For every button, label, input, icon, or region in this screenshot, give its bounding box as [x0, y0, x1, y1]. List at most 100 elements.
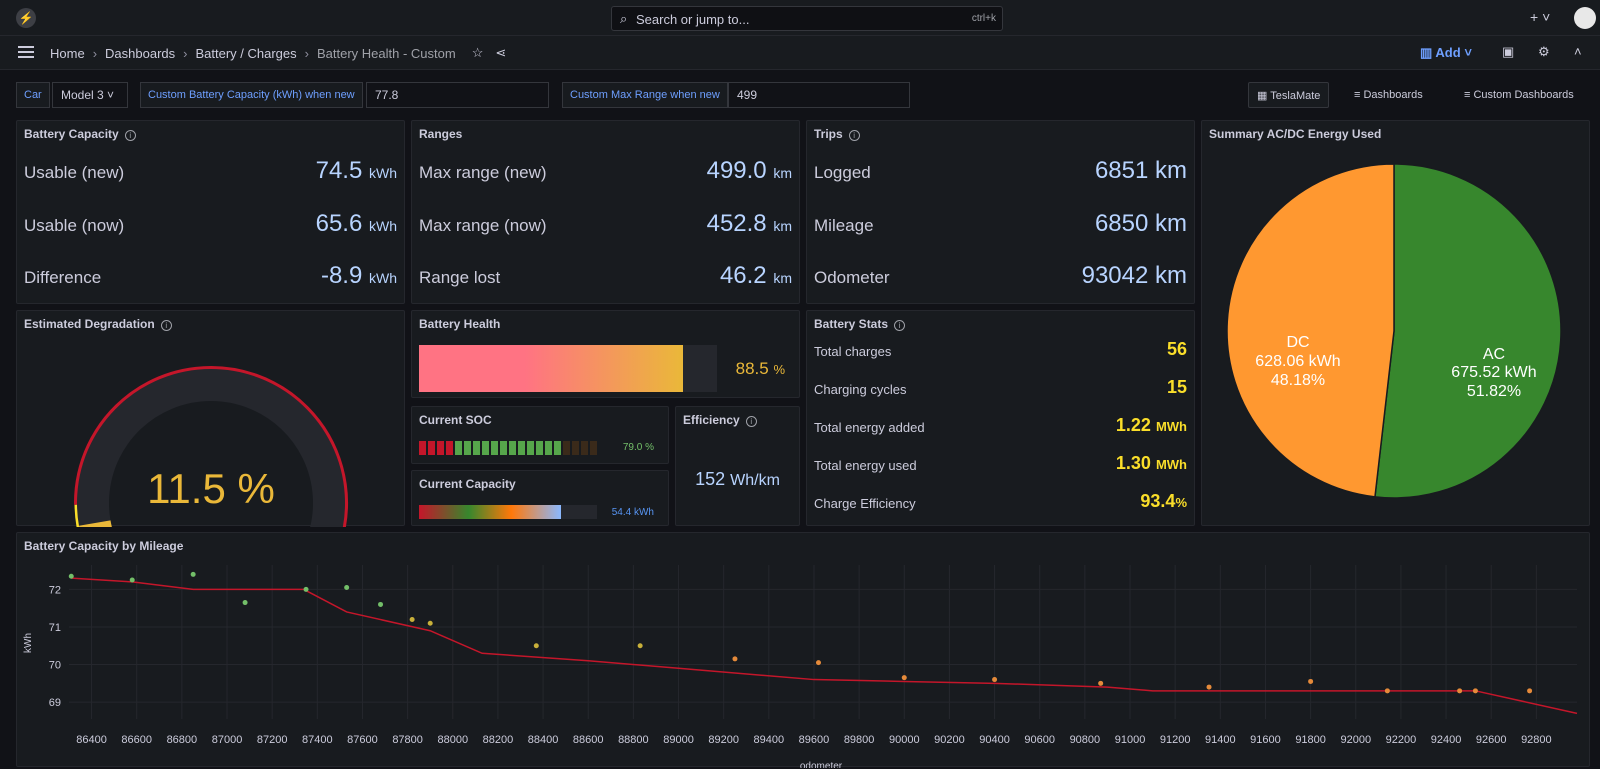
stat-label: Logged: [814, 163, 871, 182]
breadcrumb-dashboards[interactable]: Dashboards: [105, 45, 176, 61]
soc-cell: [545, 441, 552, 455]
stat-value: 93.4%: [1140, 491, 1187, 511]
breadcrumb-home[interactable]: Home: [50, 45, 85, 61]
stat-label: Total charges: [814, 344, 892, 359]
data-point[interactable]: [1527, 688, 1533, 694]
data-point[interactable]: [344, 585, 350, 591]
stat-row: Total charges 56: [814, 337, 1187, 367]
new-menu-button[interactable]: + ˅: [1530, 9, 1551, 25]
custom-dashboards-link[interactable]: ≡ Custom Dashboards: [1456, 82, 1582, 108]
stat-row: Max range (new) 499.0 km: [419, 153, 792, 193]
stat-row: Usable (now) 65.6 kWh: [24, 206, 397, 246]
soc-cell: [428, 441, 435, 455]
data-point[interactable]: [637, 643, 643, 649]
data-point[interactable]: [427, 620, 433, 626]
current-capacity-panel: Current Capacity 54.4 kWh: [411, 470, 669, 526]
menu-icon[interactable]: [18, 46, 34, 58]
share-icon[interactable]: ⋖: [495, 45, 507, 60]
panel-title: Current Capacity: [419, 477, 516, 491]
teslamate-link[interactable]: ▦ TeslaMate: [1248, 82, 1330, 108]
current-soc-panel: Current SOC 79.0 %: [411, 406, 669, 464]
health-bar-track: [419, 345, 717, 392]
efficiency-value: 152 Wh/km: [695, 469, 780, 489]
data-point[interactable]: [409, 616, 415, 622]
breadcrumb-folder[interactable]: Battery / Charges: [195, 45, 297, 61]
soc-cell: [437, 441, 444, 455]
gauge-fill: [78, 519, 112, 527]
panel-title: Battery Health: [419, 317, 501, 331]
data-point[interactable]: [533, 643, 539, 649]
data-point[interactable]: [901, 675, 907, 681]
chevron-up-icon[interactable]: ˄: [1574, 44, 1582, 59]
stat-value: 93042 km: [1081, 262, 1187, 289]
stat-value: 46.2 km: [719, 262, 792, 289]
x-tick-label: 89600: [799, 734, 830, 746]
trips-panel: Trips i Logged 6851 km Mileage 6850 km Od…: [806, 120, 1195, 304]
data-point[interactable]: [1098, 680, 1104, 686]
y-axis-ticks: 69 70 71 72: [49, 584, 61, 709]
stat-row: Total energy added 1.22 MWh: [814, 413, 1187, 443]
data-point[interactable]: [1472, 688, 1478, 694]
x-tick-label: 92800: [1521, 734, 1552, 746]
x-tick-label: 88600: [573, 734, 604, 746]
add-button[interactable]: ▥ Add ˅: [1420, 45, 1472, 61]
range-input[interactable]: 499: [728, 82, 910, 108]
pie-label-ac-value: 675.52 kWh: [1451, 364, 1536, 381]
data-point[interactable]: [303, 586, 309, 592]
data-point[interactable]: [1457, 688, 1463, 694]
list-icon: ≡: [1464, 89, 1474, 101]
stat-value: 499.0 km: [706, 157, 792, 184]
pie-slice-ac[interactable]: [1374, 163, 1562, 499]
car-select[interactable]: Model 3 ˅: [52, 82, 128, 108]
capacity-by-mileage-panel: Battery Capacity by Mileage 86400 86600 86…: [16, 532, 1590, 768]
data-point[interactable]: [378, 601, 384, 607]
ranges-panel: Ranges Max range (new) 499.0 km Max rang…: [411, 120, 800, 304]
avatar[interactable]: [1574, 7, 1596, 29]
capacity-input[interactable]: 77.8: [366, 82, 549, 108]
panel-title: Ranges: [419, 127, 463, 141]
x-tick-label: 88400: [528, 734, 559, 746]
x-tick-label: 87000: [212, 734, 243, 746]
soc-cell: [509, 441, 516, 455]
dashboards-link[interactable]: ≡ Dashboards: [1346, 82, 1431, 108]
data-point[interactable]: [129, 577, 135, 583]
star-icon[interactable]: ☆: [471, 45, 484, 60]
grafana-logo-icon[interactable]: ⚡: [16, 8, 36, 28]
add-label: Add: [1435, 45, 1461, 60]
info-icon[interactable]: i: [848, 130, 860, 141]
gear-icon[interactable]: ⚙: [1538, 44, 1550, 59]
stat-row: Range lost 46.2 km: [419, 258, 792, 298]
pie-slice-dc[interactable]: [1226, 163, 1395, 498]
data-point[interactable]: [242, 600, 248, 606]
data-point[interactable]: [1308, 678, 1314, 684]
list-icon: ≡: [1354, 89, 1364, 101]
data-point[interactable]: [732, 656, 738, 662]
save-icon[interactable]: ▣: [1502, 44, 1515, 59]
x-tick-label: 90000: [889, 734, 920, 746]
pie-label-dc-pct: 48.18%: [1271, 372, 1325, 389]
soc-cell: [518, 441, 525, 455]
panel-title: Battery Capacity i: [24, 127, 136, 141]
info-icon[interactable]: i: [124, 130, 136, 141]
y-tick-label: 71: [49, 622, 61, 634]
y-tick-label: 69: [49, 697, 61, 709]
data-point[interactable]: [1206, 684, 1212, 690]
gauge-track: [77, 369, 345, 527]
search-input[interactable]: ⌕ Search or jump to... ctrl+k: [611, 6, 1003, 31]
pie-label-dc-value: 628.06 kWh: [1255, 353, 1340, 370]
data-point[interactable]: [1384, 688, 1390, 694]
info-icon[interactable]: i: [894, 320, 906, 331]
info-icon[interactable]: i: [745, 416, 757, 427]
stat-value: 6850 km: [1094, 210, 1187, 237]
stat-label: Charge Efficiency: [814, 496, 916, 511]
soc-cell: [482, 441, 489, 455]
pie-label-dc-name: DC: [1286, 334, 1309, 351]
search-shortcut: ctrl+k: [971, 13, 996, 24]
info-icon[interactable]: i: [160, 320, 172, 331]
capacity-bar-fill: [419, 505, 562, 519]
data-point[interactable]: [190, 571, 196, 577]
data-point[interactable]: [992, 677, 998, 683]
data-point[interactable]: [68, 573, 74, 579]
panel-title: Summary AC/DC Energy Used: [1209, 127, 1382, 141]
data-point[interactable]: [815, 660, 821, 666]
